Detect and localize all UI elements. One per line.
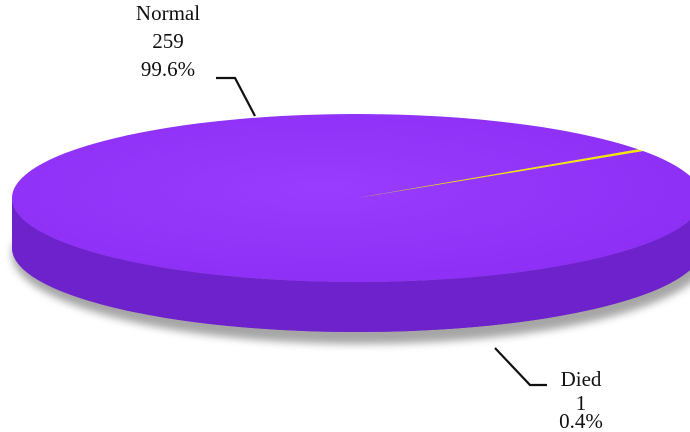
data-label-percent-died: 0.4% [559,409,603,432]
pie-slice-normal [12,114,690,282]
data-label-name-normal: Normal [136,1,200,25]
pie-slice-died [357,149,644,198]
pie-side-normal [12,198,690,332]
data-label-name-died: Died [561,367,602,391]
data-label-percent-normal: 99.6% [141,57,195,81]
data-label-count-normal: 259 [152,29,184,53]
leader-line-normal [216,76,256,117]
data-label-count-died: 1 [576,391,587,415]
leader-line-died [494,347,547,387]
